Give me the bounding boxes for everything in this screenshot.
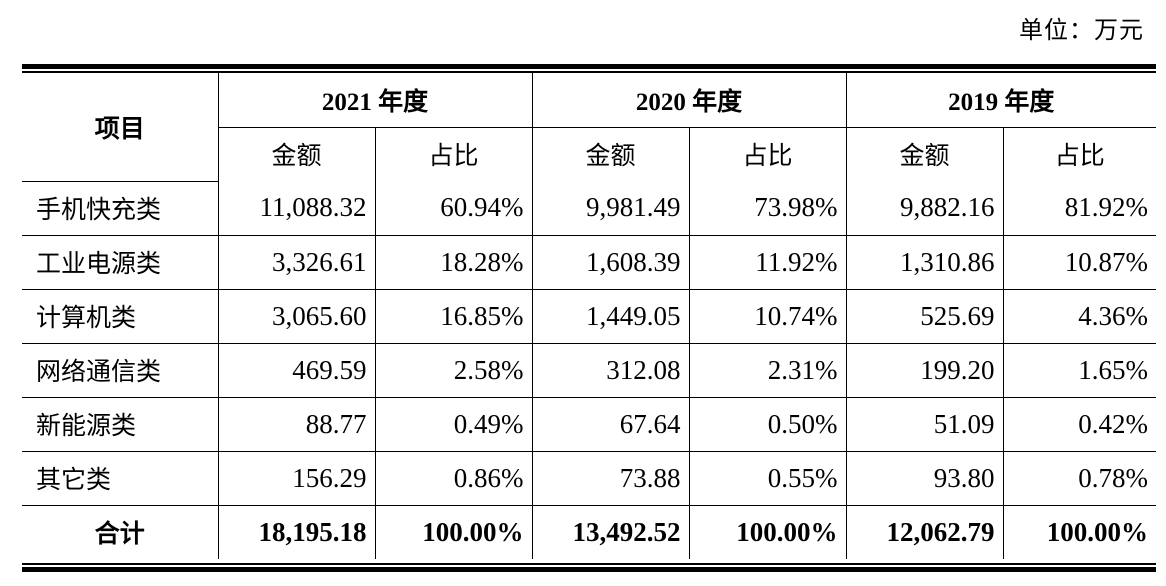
table-row: 手机快充类 11,088.32 60.94% 9,981.49 73.98% 9,882.… <box>22 181 1157 236</box>
amount-cell: 9,981.49 <box>531 181 690 236</box>
amount-cell: 18,195.18 <box>217 504 376 559</box>
table-bottom-rule-thin <box>22 563 1156 565</box>
amount-cell: 67.64 <box>531 396 690 452</box>
table-row: 工业电源类 3,326.61 18.28% 1,608.39 11.92% 1,310.8… <box>22 234 1157 290</box>
ratio-cell: 100.00% <box>688 504 847 559</box>
header-year-2019: 2019 年度 <box>845 73 1157 128</box>
header-year-2020: 2020 年度 <box>531 73 847 128</box>
amount-cell: 1,310.86 <box>845 234 1004 290</box>
table-row: 新能源类 88.77 0.49% 67.64 0.50% 51.09 0.42% <box>22 396 1157 452</box>
amount-cell: 156.29 <box>217 450 376 506</box>
amount-cell: 12,062.79 <box>845 504 1004 559</box>
table-bottom-rule <box>22 567 1156 572</box>
header-ratio: 占比 <box>688 126 847 181</box>
header-ratio: 占比 <box>1002 126 1157 181</box>
unit-label: 单位：万元 <box>1019 16 1144 44</box>
amount-cell: 525.69 <box>845 288 1004 344</box>
ratio-cell: 16.85% <box>374 288 533 344</box>
ratio-cell: 100.00% <box>1002 504 1157 559</box>
amount-cell: 73.88 <box>531 450 690 506</box>
table-row: 其它类 156.29 0.86% 73.88 0.55% 93.80 0.78% <box>22 450 1157 506</box>
category-name: 新能源类 <box>22 396 219 452</box>
ratio-cell: 10.74% <box>688 288 847 344</box>
category-name: 手机快充类 <box>22 181 219 236</box>
ratio-cell: 0.42% <box>1002 396 1157 452</box>
amount-cell: 9,882.16 <box>845 181 1004 236</box>
header-amount: 金额 <box>218 126 376 181</box>
amount-cell: 3,326.61 <box>217 234 376 290</box>
ratio-cell: 10.87% <box>1002 234 1157 290</box>
amount-cell: 469.59 <box>217 342 376 398</box>
table-total-row: 合计 18,195.18 100.00% 13,492.52 100.00% 12,062… <box>22 504 1157 559</box>
ratio-cell: 0.49% <box>374 396 533 452</box>
ratio-cell: 100.00% <box>374 504 533 559</box>
amount-cell: 199.20 <box>845 342 1004 398</box>
amount-cell: 312.08 <box>531 342 690 398</box>
revenue-table: 项目 2021 年度 2020 年度 2019 年度 金额 占比 金额 占比 金… <box>22 73 1157 559</box>
header-ratio: 占比 <box>374 126 533 181</box>
ratio-cell: 0.50% <box>688 396 847 452</box>
ratio-cell: 18.28% <box>374 234 533 290</box>
table-row: 计算机类 3,065.60 16.85% 1,449.05 10.74% 525.69 4.… <box>22 288 1157 344</box>
ratio-cell: 11.92% <box>688 234 847 290</box>
ratio-cell: 81.92% <box>1002 181 1157 236</box>
category-name: 计算机类 <box>22 288 219 344</box>
table-row: 网络通信类 469.59 2.58% 312.08 2.31% 199.20 1.65% <box>22 342 1157 398</box>
ratio-cell: 0.78% <box>1002 450 1157 506</box>
total-label: 合计 <box>22 504 219 559</box>
ratio-cell: 0.55% <box>688 450 847 506</box>
amount-cell: 13,492.52 <box>531 504 690 559</box>
amount-cell: 51.09 <box>845 396 1004 452</box>
amount-cell: 1,608.39 <box>531 234 690 290</box>
ratio-cell: 4.36% <box>1002 288 1157 344</box>
ratio-cell: 60.94% <box>374 181 533 236</box>
header-amount: 金额 <box>845 126 1004 181</box>
ratio-cell: 1.65% <box>1002 342 1157 398</box>
header-amount: 金额 <box>531 126 690 181</box>
amount-cell: 11,088.32 <box>217 181 376 236</box>
ratio-cell: 2.31% <box>688 342 847 398</box>
header-year-2021: 2021 年度 <box>217 73 533 128</box>
category-name: 其它类 <box>22 450 219 506</box>
category-name: 网络通信类 <box>22 342 219 398</box>
table-top-rule-thin <box>22 71 1156 73</box>
amount-cell: 88.77 <box>217 396 376 452</box>
table-top-rule <box>22 64 1156 69</box>
ratio-cell: 0.86% <box>374 450 533 506</box>
amount-cell: 93.80 <box>845 450 1004 506</box>
amount-cell: 1,449.05 <box>531 288 690 344</box>
header-item: 项目 <box>22 73 219 182</box>
ratio-cell: 2.58% <box>374 342 533 398</box>
category-name: 工业电源类 <box>22 234 219 290</box>
ratio-cell: 73.98% <box>688 181 847 236</box>
amount-cell: 3,065.60 <box>217 288 376 344</box>
